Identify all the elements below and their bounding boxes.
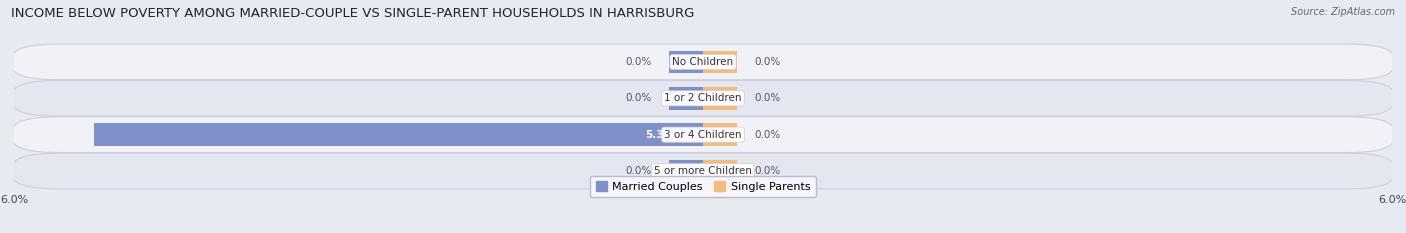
Text: 5 or more Children: 5 or more Children bbox=[654, 166, 752, 176]
Bar bbox=[703, 160, 738, 182]
Bar bbox=[669, 87, 703, 110]
Bar bbox=[703, 87, 738, 110]
Text: 0.0%: 0.0% bbox=[626, 93, 651, 103]
FancyBboxPatch shape bbox=[11, 117, 1395, 153]
Text: 3 or 4 Children: 3 or 4 Children bbox=[664, 130, 742, 140]
Bar bbox=[703, 51, 738, 73]
Text: 0.0%: 0.0% bbox=[626, 57, 651, 67]
Text: 5.3%: 5.3% bbox=[645, 130, 675, 140]
FancyBboxPatch shape bbox=[11, 153, 1395, 189]
Text: 0.0%: 0.0% bbox=[626, 166, 651, 176]
Text: No Children: No Children bbox=[672, 57, 734, 67]
Bar bbox=[669, 51, 703, 73]
Text: 0.0%: 0.0% bbox=[755, 166, 780, 176]
Legend: Married Couples, Single Parents: Married Couples, Single Parents bbox=[591, 176, 815, 197]
Text: INCOME BELOW POVERTY AMONG MARRIED-COUPLE VS SINGLE-PARENT HOUSEHOLDS IN HARRISB: INCOME BELOW POVERTY AMONG MARRIED-COUPL… bbox=[11, 7, 695, 20]
Text: 0.0%: 0.0% bbox=[755, 93, 780, 103]
Text: 0.0%: 0.0% bbox=[755, 130, 780, 140]
Text: 1 or 2 Children: 1 or 2 Children bbox=[664, 93, 742, 103]
Bar bbox=[703, 123, 738, 146]
Text: Source: ZipAtlas.com: Source: ZipAtlas.com bbox=[1291, 7, 1395, 17]
FancyBboxPatch shape bbox=[11, 44, 1395, 80]
Bar bbox=[94, 123, 703, 146]
Text: 0.0%: 0.0% bbox=[755, 57, 780, 67]
Bar bbox=[669, 160, 703, 182]
FancyBboxPatch shape bbox=[11, 80, 1395, 116]
